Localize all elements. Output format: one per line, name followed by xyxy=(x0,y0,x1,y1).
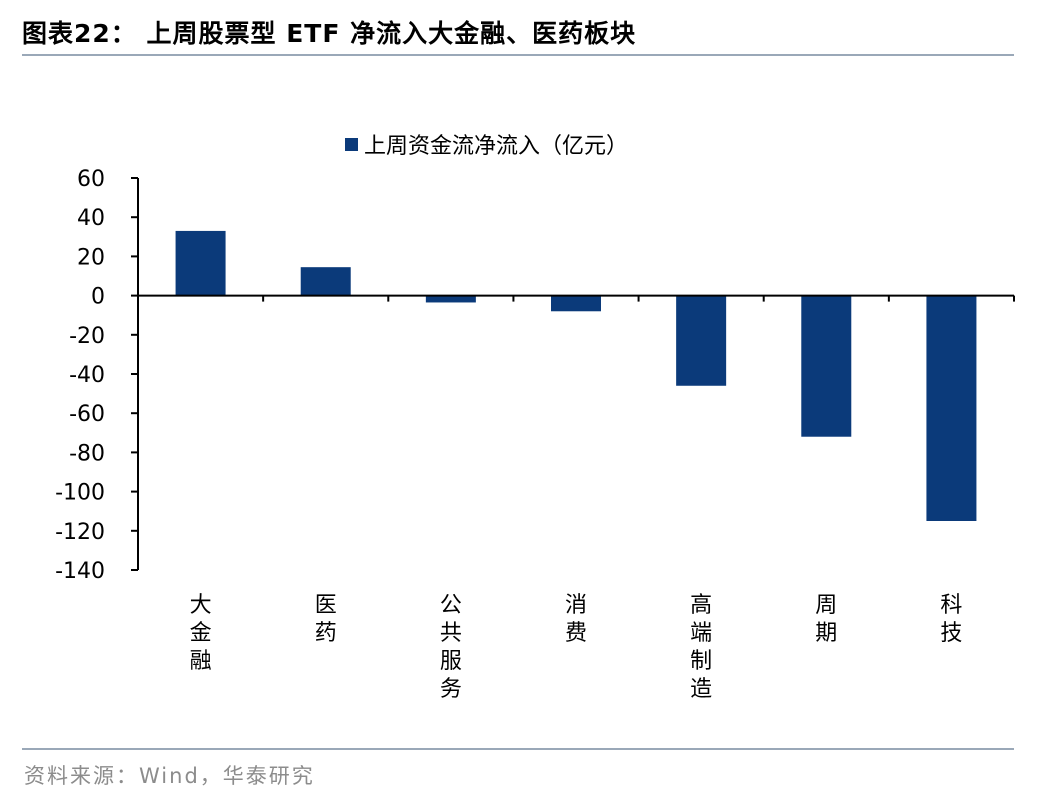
y-tick-label: -60 xyxy=(69,402,105,427)
y-tick-label: -100 xyxy=(55,481,105,506)
bar xyxy=(676,295,727,386)
y-tick-label: -140 xyxy=(55,559,105,584)
category-label: 大金融 xyxy=(190,593,212,674)
bar xyxy=(300,267,351,296)
source-divider xyxy=(22,748,1014,750)
y-tick-label: -80 xyxy=(69,441,105,466)
legend-label: 上周资金流净流入（亿元） xyxy=(364,134,628,159)
title-divider xyxy=(22,54,1014,56)
legend-swatch xyxy=(345,138,358,151)
y-tick-label: 40 xyxy=(77,206,105,231)
figure-title: 图表22： 上周股票型 ETF 净流入大金融、医药板块 xyxy=(22,19,637,48)
bar xyxy=(425,295,476,303)
category-label: 高端制造 xyxy=(690,593,712,702)
bars xyxy=(175,230,977,521)
y-axis: 60 40 20 0 -20 -40 -60 -80 -100 -120 -140 xyxy=(55,167,139,584)
category-label: 公共服务 xyxy=(440,593,462,702)
y-tick-label: -20 xyxy=(69,324,105,349)
category-label: 医药 xyxy=(315,593,337,646)
bar xyxy=(175,230,226,296)
source-note: 资料来源：Wind，华泰研究 xyxy=(24,764,315,788)
category-labels: 大金融 医药 公共服务 消费 高端制造 周期 科技 xyxy=(190,593,963,702)
bar xyxy=(926,295,977,521)
bar xyxy=(801,295,852,437)
category-label: 科技 xyxy=(940,593,962,646)
category-label: 周期 xyxy=(815,593,837,646)
y-tick-label: -40 xyxy=(69,363,105,388)
y-tick-label: 0 xyxy=(91,285,105,310)
bar xyxy=(551,295,601,312)
x-axis xyxy=(137,294,1015,302)
y-tick-label: 20 xyxy=(77,245,105,270)
y-tick-label: 60 xyxy=(77,167,105,192)
category-label: 消费 xyxy=(565,593,587,646)
legend: 上周资金流净流入（亿元） xyxy=(345,134,628,159)
y-tick-label: -120 xyxy=(55,520,105,545)
